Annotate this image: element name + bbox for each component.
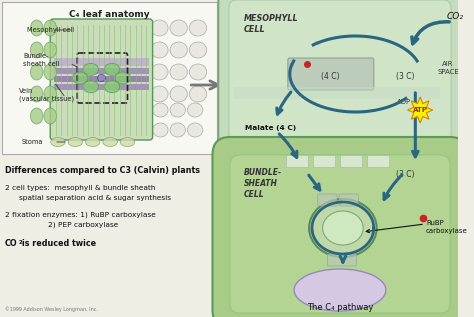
Text: Differences compared to C3 (Calvin) plants: Differences compared to C3 (Calvin) plan… (5, 166, 200, 175)
Text: is reduced twice: is reduced twice (22, 239, 96, 248)
Text: 2) PEP carboxylase: 2) PEP carboxylase (48, 222, 119, 229)
FancyBboxPatch shape (339, 194, 358, 206)
Ellipse shape (187, 103, 203, 117)
Ellipse shape (187, 123, 203, 137)
Text: Malate (4 C): Malate (4 C) (245, 125, 296, 131)
Text: ADP: ADP (397, 99, 411, 105)
Ellipse shape (30, 20, 43, 36)
Ellipse shape (44, 108, 56, 124)
Ellipse shape (44, 64, 56, 80)
FancyBboxPatch shape (212, 137, 467, 317)
Ellipse shape (151, 64, 168, 80)
Ellipse shape (151, 42, 168, 58)
Text: 2: 2 (18, 241, 22, 245)
Ellipse shape (44, 20, 56, 36)
Text: Stoma: Stoma (21, 139, 43, 145)
Ellipse shape (153, 123, 168, 137)
Polygon shape (408, 97, 433, 123)
Ellipse shape (30, 86, 43, 102)
Text: C₄ leaf anatomy: C₄ leaf anatomy (69, 10, 149, 19)
Ellipse shape (30, 64, 43, 80)
FancyBboxPatch shape (313, 156, 336, 167)
Text: ©1999 Addison Wesley Longman, Inc.: ©1999 Addison Wesley Longman, Inc. (5, 306, 98, 312)
Text: spatial separation acid & sugar synthesis: spatial separation acid & sugar synthesi… (19, 195, 171, 201)
FancyBboxPatch shape (229, 0, 451, 158)
Text: BUNDLE-
SHEATH
CELL: BUNDLE- SHEATH CELL (244, 168, 282, 199)
Text: MESOPHYLL
CELL: MESOPHYLL CELL (244, 14, 298, 34)
Text: CO₂: CO₂ (446, 12, 463, 21)
Bar (54, 76, 149, 82)
Text: RuBP
carboxylase: RuBP carboxylase (426, 220, 468, 234)
Ellipse shape (189, 86, 207, 102)
Ellipse shape (135, 123, 151, 137)
Ellipse shape (120, 138, 135, 146)
Ellipse shape (98, 74, 105, 81)
Ellipse shape (189, 20, 207, 36)
Text: (3 C): (3 C) (396, 171, 415, 179)
Text: AIR
SPACE: AIR SPACE (438, 61, 459, 75)
Text: 2 fixation enzymes: 1) RuBP carboxylase: 2 fixation enzymes: 1) RuBP carboxylase (5, 212, 155, 218)
Ellipse shape (151, 20, 168, 36)
Ellipse shape (30, 108, 43, 124)
Text: Vein
(vascular tissue): Vein (vascular tissue) (19, 88, 74, 102)
Text: Mesophyll cell: Mesophyll cell (27, 27, 74, 33)
Text: Bundle-
sheath cell: Bundle- sheath cell (23, 54, 60, 67)
Bar (54, 58, 149, 66)
Ellipse shape (153, 103, 168, 117)
Ellipse shape (170, 64, 187, 80)
Text: (4 C): (4 C) (321, 72, 339, 81)
Ellipse shape (30, 42, 43, 58)
FancyBboxPatch shape (219, 0, 462, 170)
FancyBboxPatch shape (2, 2, 217, 154)
Ellipse shape (135, 103, 151, 117)
Ellipse shape (170, 123, 185, 137)
Text: ATP: ATP (413, 107, 428, 113)
Text: CO: CO (5, 239, 18, 248)
Text: 2 cell types:  mesophyll & bundle sheath: 2 cell types: mesophyll & bundle sheath (5, 185, 155, 191)
Ellipse shape (44, 42, 56, 58)
Ellipse shape (103, 138, 118, 146)
Ellipse shape (309, 199, 377, 257)
Ellipse shape (323, 211, 363, 245)
FancyBboxPatch shape (318, 194, 337, 206)
Ellipse shape (68, 138, 82, 146)
Ellipse shape (294, 269, 386, 311)
FancyBboxPatch shape (50, 19, 153, 140)
FancyBboxPatch shape (367, 156, 390, 167)
Ellipse shape (83, 81, 99, 93)
FancyArrowPatch shape (191, 81, 218, 89)
FancyBboxPatch shape (328, 254, 356, 266)
Text: (3 C): (3 C) (396, 72, 415, 81)
FancyBboxPatch shape (230, 155, 450, 313)
Ellipse shape (104, 81, 120, 93)
Ellipse shape (85, 138, 100, 146)
Ellipse shape (51, 138, 65, 146)
FancyBboxPatch shape (288, 58, 374, 90)
Ellipse shape (170, 103, 185, 117)
Ellipse shape (44, 86, 56, 102)
Ellipse shape (189, 42, 207, 58)
Ellipse shape (170, 20, 187, 36)
FancyBboxPatch shape (286, 156, 309, 167)
Ellipse shape (115, 72, 130, 84)
Ellipse shape (151, 86, 168, 102)
Ellipse shape (189, 64, 207, 80)
Ellipse shape (104, 63, 120, 75)
Ellipse shape (73, 72, 88, 84)
Text: The C₄ pathway: The C₄ pathway (307, 303, 373, 312)
Bar (234, 87, 440, 99)
Bar (54, 84, 149, 90)
Ellipse shape (170, 42, 187, 58)
Bar (54, 68, 149, 74)
FancyBboxPatch shape (340, 156, 363, 167)
Ellipse shape (83, 63, 99, 75)
Ellipse shape (170, 86, 187, 102)
